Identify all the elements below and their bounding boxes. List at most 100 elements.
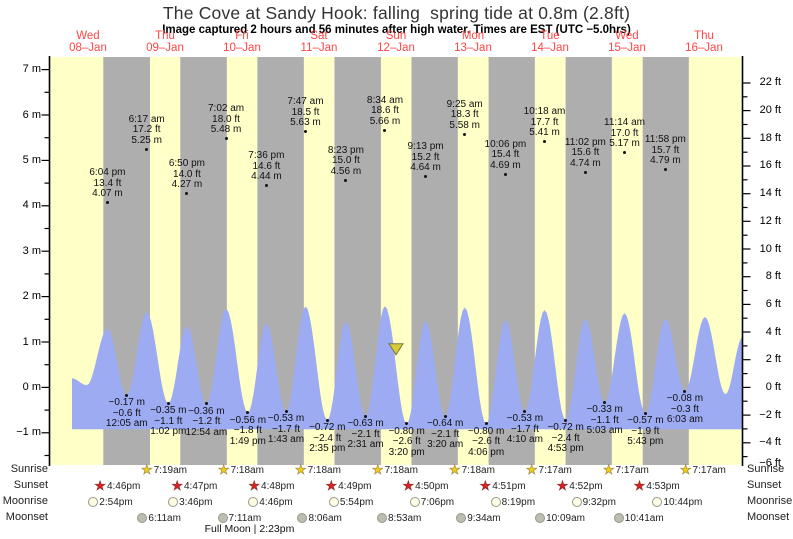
sunset-icon: ★	[633, 478, 646, 493]
tide-low-annotation: −0.64 m −2.1 ft 3:20 am	[426, 418, 464, 451]
tide-low-annotation: −0.56 m −1.8 ft 1:49 pm	[229, 414, 267, 447]
tide-low-annotation: −0.36 m −1.2 ft 12:54 am	[185, 405, 228, 438]
moonrise-event: 4:46pm	[248, 494, 293, 510]
moonrise-icon	[652, 497, 663, 507]
sunrise-event: ★ 7:17am	[603, 462, 649, 478]
tide-point-dot	[264, 184, 268, 188]
sunset-time: 4:46pm	[106, 480, 141, 492]
moonset-time: 9:34am	[467, 512, 501, 524]
day-label-name: Thu	[694, 30, 714, 42]
moonrise-time: 9:32pm	[582, 496, 616, 508]
y-axis-label-m: 4 m	[22, 199, 41, 212]
moonrise-icon	[88, 497, 99, 507]
chart-subtitle: Image captured 2 hours and 56 minutes af…	[162, 24, 631, 36]
y-axis-label-m: 5 m	[22, 153, 41, 166]
sunrise-event: ★ 7:18am	[449, 462, 495, 478]
moonset-time: 8:53am	[388, 512, 422, 524]
tide-point-dot	[344, 178, 348, 182]
sunset-icon: ★	[556, 478, 569, 493]
tide-low-annotation: −0.53 m −1.7 ft 1:43 am	[267, 413, 305, 446]
moonset-event: 6:11am	[137, 510, 181, 526]
sunset-time: 4:53pm	[646, 480, 680, 492]
tide-point-dot	[583, 170, 587, 174]
moonrise-row-label-right: Moonrise	[747, 495, 793, 507]
day-label-name: Wed	[615, 30, 639, 42]
sunrise-time: 7:18am	[384, 464, 418, 476]
day-label-name: Wed	[76, 30, 100, 42]
day-label-date: 12–Jan	[377, 42, 415, 54]
moonrise-icon	[248, 497, 259, 507]
sunrise-icon: ★	[448, 462, 461, 477]
moonset-time: 10:41am	[624, 512, 664, 524]
tide-point-dot	[145, 147, 149, 151]
moonrise-event: 7:06pm	[409, 494, 455, 510]
sunset-time: 4:52pm	[569, 480, 603, 492]
tide-point-dot	[603, 400, 607, 404]
moonset-icon	[456, 513, 467, 523]
moonset-icon	[535, 513, 546, 523]
tide-high-annotation: 6:50 pm 14.0 ft 4.27 m	[168, 158, 205, 191]
full-moon-time: 2:23pm	[259, 523, 295, 535]
y-axis-label-m: 2 m	[22, 290, 41, 303]
tide-point-dot	[364, 414, 368, 418]
sunset-event: ★ 4:49pm	[325, 478, 371, 494]
day-label-date: 13–Jan	[454, 42, 492, 54]
moonrise-time: 10:44pm	[663, 496, 703, 508]
moonrise-icon	[490, 497, 501, 507]
tide-low-annotation: −0.17 m −0.6 ft 12:05 am	[105, 397, 148, 430]
tide-low-annotation: −0.80 m −2.6 ft 3:20 pm	[388, 425, 425, 458]
y-axis-label-ft: 2 ft	[765, 353, 781, 366]
sunrise-time: 7:17am	[692, 464, 726, 476]
tide-point-dot	[125, 393, 129, 397]
moonset-row-label-right: Moonset	[747, 511, 790, 523]
y-axis-label-m: 0 m	[22, 380, 41, 393]
y-axis-label-ft: 12 ft	[759, 214, 781, 227]
tide-point-dot	[325, 418, 329, 422]
sunrise-time: 7:17am	[615, 464, 649, 476]
day-label-name: Mon	[461, 30, 485, 42]
tide-high-annotation: 7:36 pm 14.6 ft 4.44 m	[248, 150, 285, 183]
chart-title: The Cove at Sandy Hook: falling spring t…	[162, 3, 631, 23]
sunset-event: ★ 4:50pm	[402, 478, 448, 494]
tide-high-annotation: 11:58 pm 15.7 ft 4.79 m	[644, 134, 686, 167]
tide-point-dot	[204, 402, 208, 406]
sunrise-event: ★ 7:18am	[218, 462, 264, 478]
moonset-time: 6:11am	[148, 512, 181, 524]
sunset-icon: ★	[479, 478, 492, 493]
sunrise-event: ★ 7:18am	[372, 462, 418, 478]
tide-point-dot	[224, 137, 228, 141]
moonrise-icon	[571, 497, 582, 507]
tide-high-annotation: 9:25 am 18.3 ft 5.58 m	[446, 98, 483, 131]
tide-high-annotation: 11:14 am 17.0 ft 5.17 m	[604, 117, 645, 150]
sunrise-icon: ★	[371, 462, 384, 477]
moonrise-time: 7:06pm	[420, 496, 455, 508]
sunset-time: 4:49pm	[338, 480, 372, 492]
sunrise-time: 7:18am	[461, 464, 495, 476]
moonrise-time: 8:19pm	[501, 496, 536, 508]
full-moon-label: Full Moon | 2:23pm	[204, 523, 295, 535]
tide-point-dot	[484, 422, 488, 426]
sunset-icon: ★	[402, 478, 415, 493]
y-axis-label-ft: −2 ft	[759, 408, 781, 421]
day-label-name: Tue	[540, 30, 560, 42]
moonset-event: 8:06am	[297, 510, 342, 526]
tide-high-annotation: 6:17 am 17.2 ft 5.25 m	[128, 113, 165, 146]
tide-low-annotation: −0.08 m −0.3 ft 6:03 am	[666, 393, 704, 426]
moonrise-icon	[409, 497, 420, 507]
moonrise-time: 5:54pm	[339, 496, 374, 508]
y-axis-label-ft: 10 ft	[759, 242, 781, 255]
tide-low-annotation: −0.72 m −2.4 ft 2:35 pm	[309, 422, 346, 455]
tide-low-annotation: −0.80 m −2.6 ft 4:06 pm	[467, 425, 505, 458]
moonset-event: 7:11am	[217, 510, 261, 526]
tide-curve	[72, 306, 743, 430]
tide-point-dot	[543, 140, 547, 144]
moonset-time: 8:06am	[308, 512, 342, 524]
tide-point-dot	[643, 411, 647, 415]
tide-high-annotation: 8:34 am 18.6 ft 5.66 m	[366, 94, 404, 127]
tide-point-dot	[166, 401, 170, 405]
moonset-icon	[613, 513, 624, 523]
sunrise-row-label-right: Sunrise	[747, 463, 785, 475]
y-axis-label-ft: 8 ft	[765, 270, 781, 283]
tide-high-annotation: 7:02 am 18.0 ft 5.48 m	[207, 103, 245, 136]
